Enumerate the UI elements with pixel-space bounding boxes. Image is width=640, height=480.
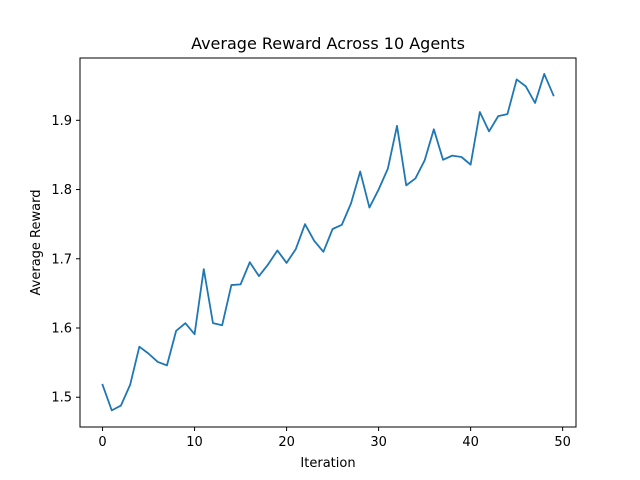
x-tick-label: 20	[278, 435, 295, 450]
x-axis-ticks: 0 10 20 30 40 50	[98, 427, 571, 450]
y-tick-label: 1.6	[51, 322, 72, 337]
x-tick-label: 40	[462, 435, 479, 450]
y-tick-label: 1.5	[51, 391, 72, 406]
x-tick-label: 10	[186, 435, 203, 450]
y-axis-label: Average Reward	[29, 190, 44, 296]
y-tick-label: 1.9	[51, 114, 72, 129]
y-axis-ticks: 1.5 1.6 1.7 1.8 1.9	[51, 114, 80, 406]
x-tick-label: 30	[370, 435, 387, 450]
x-tick-label: 50	[554, 435, 571, 450]
series-layer	[101, 73, 555, 412]
x-axis-label: Iteration	[300, 456, 355, 471]
series-line	[101, 73, 555, 412]
chart-title: Average Reward Across 10 Agents	[191, 34, 465, 53]
x-tick-label: 0	[98, 435, 106, 450]
y-tick-label: 1.7	[51, 252, 72, 267]
plot-frame	[79, 57, 577, 428]
y-tick-label: 1.8	[51, 183, 72, 198]
